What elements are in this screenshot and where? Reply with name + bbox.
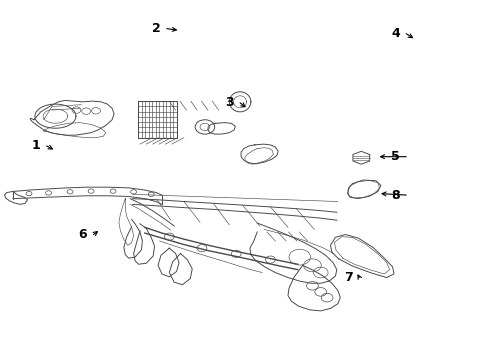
Text: 8: 8	[391, 189, 400, 202]
Text: 1: 1	[31, 139, 40, 152]
Text: 5: 5	[391, 150, 400, 163]
Text: 7: 7	[344, 271, 353, 284]
Text: 3: 3	[225, 96, 234, 109]
Text: 6: 6	[78, 228, 87, 241]
Text: 4: 4	[391, 27, 400, 40]
Text: 2: 2	[152, 22, 160, 35]
